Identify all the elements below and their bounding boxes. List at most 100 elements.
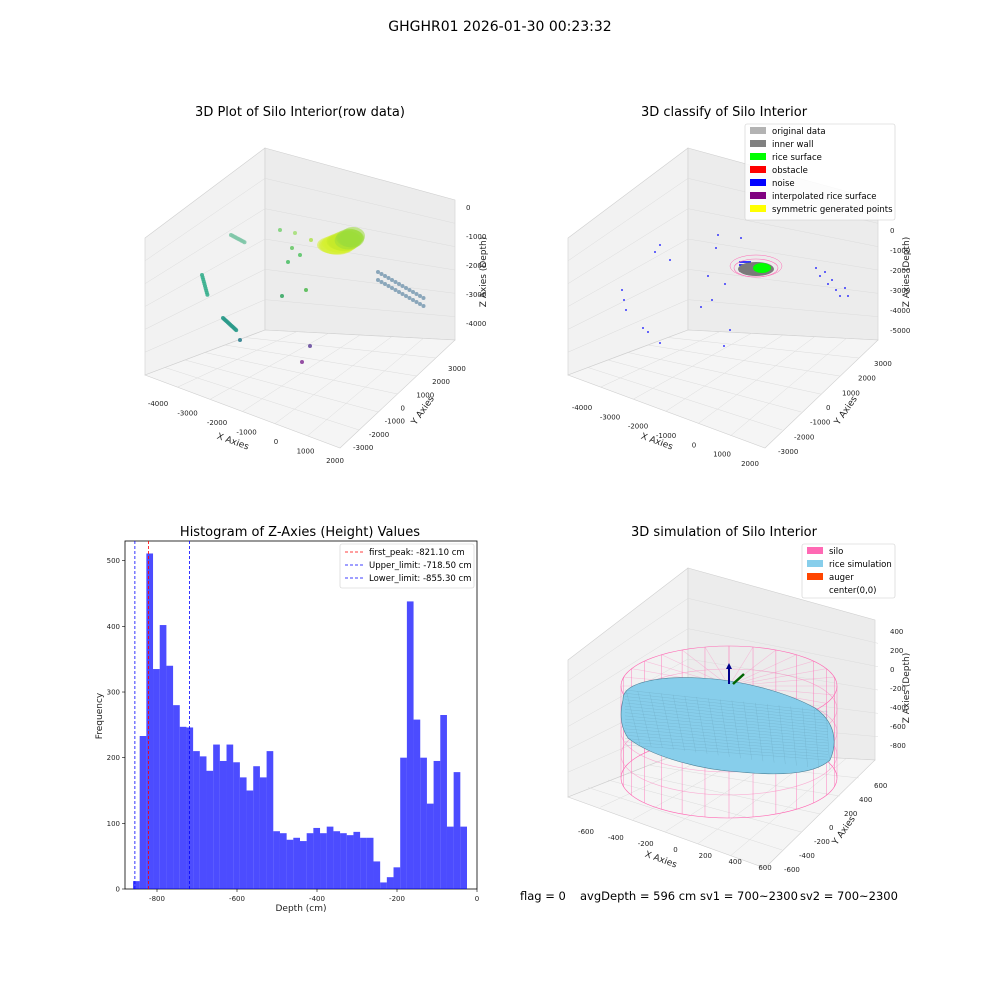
classify-x-tick: -2000 [628, 423, 648, 431]
raw-data-3d-panel: 3D Plot of Silo Interior(row data) -4000… [144, 105, 489, 465]
classify-y-tick: 2000 [858, 375, 876, 383]
classify-z-tick: -3000 [890, 287, 910, 295]
hist-bar [153, 669, 160, 889]
simulation-z-tick: 200 [890, 647, 903, 655]
hist-bar [360, 837, 367, 889]
classify-y-label: Y Axies [832, 394, 860, 427]
hist-ref-lines [134, 541, 191, 889]
simulation-y-tick: 200 [844, 810, 857, 818]
classify-x-tick: 2000 [741, 460, 759, 468]
classify-x-tick: -1000 [656, 432, 676, 440]
classify-z-tick: 0 [890, 227, 894, 235]
hist-bar [253, 766, 260, 889]
hist-bar [166, 665, 174, 889]
classify-legend-swatch [750, 179, 766, 186]
silo-top-ellipse [729, 254, 783, 278]
hist-x-label: Depth (cm) [275, 904, 326, 914]
hist-title: Histogram of Z-Axies (Height) Values [180, 525, 420, 540]
hist-bar [440, 715, 447, 889]
classify-y-tick: 1000 [842, 389, 860, 397]
raw-z-tick: -3000 [466, 291, 486, 299]
hist-bar [400, 757, 407, 889]
avg-depth-text: avgDepth = 596 cm [580, 889, 696, 903]
hist-bar [193, 751, 200, 889]
raw-x-tick: 2000 [326, 457, 344, 465]
sv2-text: sv2 = 700~2300 [800, 889, 898, 903]
raw-panel-title: 3D Plot of Silo Interior(row data) [195, 105, 405, 120]
raw-x-tick: -3000 [177, 410, 197, 418]
simulation-z-label: Z Axies (Depth) [902, 653, 912, 724]
hist-bar [246, 790, 254, 889]
classify-y-tick: -3000 [778, 448, 798, 456]
hist-legend-label: Lower_limit: -855.30 cm [369, 574, 471, 584]
hist-bar [173, 705, 180, 889]
hist-legend: first_peak: -821.10 cm Upper_limit: -718.… [339, 543, 475, 589]
raw-point-cloud [200, 227, 426, 364]
simulation-z-tick: -600 [890, 723, 906, 731]
histogram-panel: Histogram of Z-Axies (Height) Values -80… [95, 525, 479, 914]
simulation-y-tick: -200 [814, 838, 830, 846]
raw-x-tick: 0 [274, 438, 278, 446]
classify-y-tick: 0 [826, 404, 830, 412]
hist-bar [346, 835, 354, 889]
classify-legend: original data inner wall rice surface obsta… [744, 123, 896, 221]
hist-legend-label: Upper_limit: -718.50 cm [369, 561, 472, 571]
hist-bar [373, 861, 381, 889]
hist-y-tick: 400 [107, 623, 120, 631]
raw-y-tick: -3000 [353, 444, 373, 452]
classify-x-tick: -4000 [572, 404, 592, 412]
hist-bar [366, 837, 374, 889]
classify-panel-title: 3D classify of Silo Interior [641, 105, 808, 120]
hist-bar [233, 762, 240, 889]
hist-y-tick: 300 [107, 689, 120, 697]
classify-legend-label: noise [772, 179, 795, 189]
hist-bar [133, 881, 140, 889]
hist-y-tick: 500 [107, 557, 120, 565]
classify-legend-label: symmetric generated points [772, 205, 893, 215]
simulation-z-tick: 400 [890, 628, 903, 636]
simulation-y-tick: 0 [829, 824, 833, 832]
hist-bar [420, 757, 427, 889]
simulation-x-tick: 600 [758, 864, 771, 872]
raw-x-tick: 1000 [297, 448, 315, 456]
raw-y-tick: 0 [401, 405, 405, 413]
hist-bar [206, 770, 214, 889]
simulation-legend-label: center(0,0) [829, 586, 877, 596]
simulation-x-tick: 400 [728, 858, 741, 866]
raw-y-label: Y Axies [409, 394, 437, 427]
hist-bars [133, 553, 467, 889]
classify-z-tick: -4000 [890, 307, 910, 315]
hist-bar [446, 826, 454, 889]
simulation-legend-swatch [807, 547, 823, 554]
simulation-panel-title: 3D simulation of Silo Interior [631, 525, 818, 540]
classify-x-tick: 0 [692, 441, 696, 449]
hist-bar [333, 831, 341, 889]
simulation-legend: silo rice simulation auger center(0,0) [801, 543, 896, 599]
simulation-x-tick: 0 [673, 846, 677, 854]
simulation-y-tick: -400 [799, 852, 815, 860]
hist-y-tick: 0 [116, 886, 120, 894]
raw-y-tick: 1000 [416, 391, 434, 399]
sv1-text: sv1 = 700~2300 [700, 889, 798, 903]
raw-z-tick: -4000 [466, 320, 486, 328]
simulation-x-tick: -400 [608, 834, 624, 842]
raw-x-tick: -2000 [207, 419, 227, 427]
hist-bar [293, 837, 300, 889]
hist-bar [386, 877, 394, 889]
hist-bar [259, 777, 267, 889]
hist-bar [380, 882, 387, 889]
raw-x-tick: -4000 [148, 400, 168, 408]
classify-legend-swatch [750, 166, 766, 173]
hist-x-tick: -800 [149, 895, 165, 903]
classify-x-tick: -3000 [600, 413, 620, 421]
classify-y-tick: 3000 [874, 360, 892, 368]
classify-y-tick: -1000 [810, 419, 830, 427]
hist-bar [279, 833, 287, 889]
simulation-z-tick: -400 [890, 704, 906, 712]
hist-bar [213, 744, 220, 889]
raw-gridlines [144, 178, 456, 437]
hist-x-tick: -200 [389, 895, 405, 903]
hist-y-tick: 200 [107, 754, 120, 762]
hist-x-tick: -600 [229, 895, 245, 903]
classify-y-tick: -2000 [794, 433, 814, 441]
